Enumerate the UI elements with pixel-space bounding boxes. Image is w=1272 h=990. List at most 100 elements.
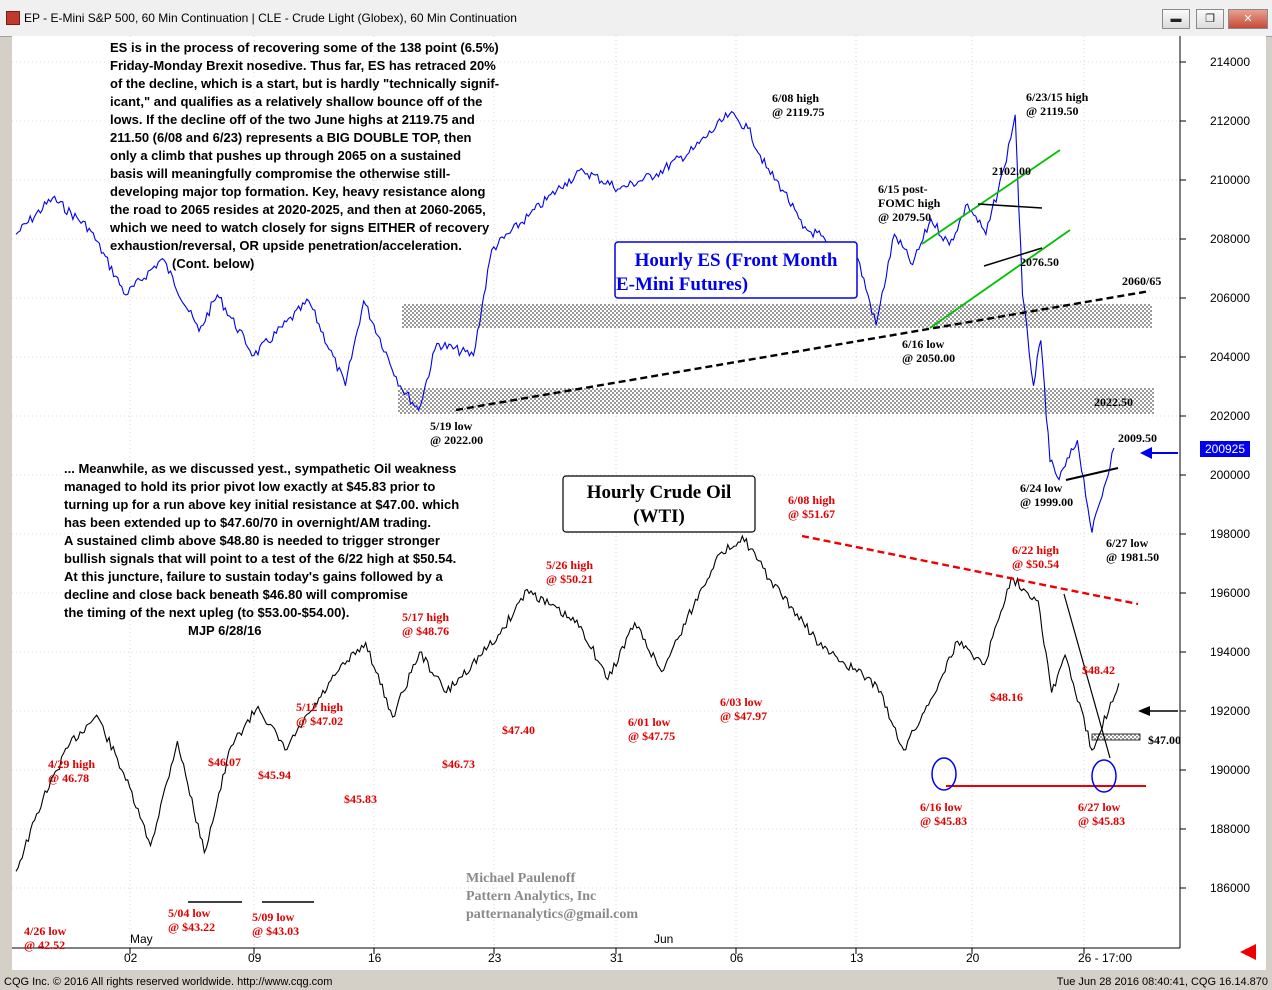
restore-button[interactable]: ❐ bbox=[1196, 9, 1224, 29]
oil-annotation-label: @ $47.02 bbox=[296, 714, 343, 728]
oil-annotation-label: @ 46.78 bbox=[48, 771, 89, 785]
window-titlebar: EP - E-Mini S&P 500, 60 Min Continuation… bbox=[0, 0, 1272, 37]
oil-annotation-label: $45.83 bbox=[344, 792, 377, 806]
es-commentary: ES is in the process of recovering some … bbox=[109, 40, 499, 271]
signature-line: patternanalytics@gmail.com bbox=[466, 907, 638, 922]
es-annotation-label: 2022.50 bbox=[1094, 395, 1133, 409]
price-tick-label: 190000 bbox=[1210, 763, 1250, 777]
oil-annotation-label: 6/08 high bbox=[788, 493, 835, 507]
time-tick-label: 20 bbox=[966, 951, 980, 965]
price-tick-label: 206000 bbox=[1210, 291, 1250, 305]
oil-annotation-label: $47.00 bbox=[1148, 733, 1181, 747]
resistance-zone-2060-2065 bbox=[402, 304, 1152, 328]
signature-line: Pattern Analytics, Inc bbox=[466, 889, 596, 904]
price-tick-label: 202000 bbox=[1210, 409, 1250, 423]
crude-oil-price-line bbox=[15, 534, 1120, 872]
es-annotation-label: 6/15 post- bbox=[878, 182, 928, 196]
es-annotation-label: @ 2022.00 bbox=[430, 433, 483, 447]
price-tick-label: 208000 bbox=[1210, 232, 1250, 246]
status-bar: CQG Inc. © 2016 All rights reserved worl… bbox=[0, 974, 1272, 990]
price-tick-label: 214000 bbox=[1210, 55, 1250, 69]
oil-commentary-line: managed to hold its prior pivot low exac… bbox=[64, 479, 435, 494]
price-tick-label: 188000 bbox=[1210, 822, 1250, 836]
oil-annotation-label: 5/26 high bbox=[546, 558, 593, 572]
oil-annotation-label: @ 42.52 bbox=[24, 938, 65, 952]
es-annotation-label: FOMC high bbox=[878, 196, 941, 210]
oil-annotation-label: @ $43.22 bbox=[168, 920, 215, 934]
time-tick-label: 13 bbox=[850, 951, 864, 965]
es-annotation-label: 6/23/15 high bbox=[1026, 90, 1089, 104]
price-tick-label: 194000 bbox=[1210, 645, 1250, 659]
chart-canvas[interactable]: 186000 188000 190000 192000 194000 196000 1980… bbox=[12, 36, 1266, 970]
es-commentary-line: Friday-Monday Brexit nosedive. Thus far,… bbox=[110, 58, 496, 73]
oil-annotation-label: 4/26 low bbox=[24, 924, 67, 938]
oil-annotation-label: 6/01 low bbox=[628, 715, 671, 729]
es-annotation-label: 6/27 low bbox=[1106, 536, 1149, 550]
oil-annotation-label: 6/27 low bbox=[1078, 800, 1121, 814]
time-tick-label: 16 bbox=[368, 951, 382, 965]
oil-commentary: ... Meanwhile, as we discussed yest., sy… bbox=[64, 461, 459, 638]
es-annotation-label: @ 1981.50 bbox=[1106, 550, 1159, 564]
oil-annotation-label: 5/04 low bbox=[168, 906, 211, 920]
oil-commentary-line: ... Meanwhile, as we discussed yest., sy… bbox=[64, 461, 456, 476]
price-tick-label: 200000 bbox=[1210, 468, 1250, 482]
es-annotation-label: @ 2119.75 bbox=[772, 105, 825, 119]
price-tick-label: 210000 bbox=[1210, 173, 1250, 187]
es-2102-line bbox=[977, 203, 1043, 209]
oil-commentary-line: the timing of the next upleg (to $53.00-… bbox=[64, 605, 349, 620]
time-axis: 02 09 16 23 31 06 13 20 26 - 17:00 May Jun bbox=[12, 932, 1180, 965]
es-commentary-line: only a climb that pushes up through 2065… bbox=[110, 148, 461, 163]
es-annotation-label: @ 2050.00 bbox=[902, 351, 955, 365]
oil-annotation-label: 6/03 low bbox=[720, 695, 763, 709]
minimize-button[interactable]: ▬ bbox=[1162, 9, 1190, 29]
price-axis: 186000 188000 190000 192000 194000 196000 1980… bbox=[1179, 36, 1250, 948]
time-tick-label: 23 bbox=[488, 951, 502, 965]
price-tick-label: 192000 bbox=[1210, 704, 1250, 718]
es-annotation-label: 2076.50 bbox=[1020, 255, 1059, 269]
oil-red-dashed-resistance bbox=[801, 534, 1139, 606]
es-commentary-line: of the decline, which is a start, but is… bbox=[110, 76, 499, 91]
es-commentary-line: icant," and qualifies as a relatively sh… bbox=[110, 94, 482, 109]
price-tick-label: 196000 bbox=[1210, 586, 1250, 600]
oil-annotation-label: $47.40 bbox=[502, 723, 535, 737]
es-annotation-label: 6/24 low bbox=[1020, 481, 1063, 495]
es-green-channel-upper bbox=[921, 149, 1061, 245]
resistance-zone-2020-2025 bbox=[398, 388, 1154, 414]
oil-annotation-label: $46.73 bbox=[442, 757, 475, 771]
price-tick-label: 186000 bbox=[1210, 881, 1250, 895]
oil-627-low-circle bbox=[1091, 759, 1117, 793]
es-commentary-line: 211.50 (6/08 and 6/23) represents a BIG … bbox=[110, 130, 472, 145]
es-commentary-line: lows. If the decline off of the two June… bbox=[110, 112, 475, 127]
month-label: Jun bbox=[654, 932, 673, 946]
es-annotation-label: 6/08 high bbox=[772, 91, 819, 105]
price-tick-label: 212000 bbox=[1210, 114, 1250, 128]
oil-black-down-trendline bbox=[1063, 593, 1111, 759]
oil-commentary-line: bullish signals that will point to a tes… bbox=[64, 551, 456, 566]
window-title: EP - E-Mini S&P 500, 60 Min Continuation… bbox=[24, 11, 517, 25]
es-annotation-label: 2102.00 bbox=[992, 164, 1031, 178]
oil-annotation-label: 5/09 low bbox=[252, 910, 295, 924]
es-annotation-label: 2060/65 bbox=[1122, 274, 1161, 288]
oil-annotation-label: @ $47.75 bbox=[628, 729, 675, 743]
es-annotation-label: 5/19 low bbox=[430, 419, 473, 433]
es-annotation-label: @ 1999.00 bbox=[1020, 495, 1073, 509]
oil-annotation-label: @ $47.97 bbox=[720, 709, 767, 723]
oil-annotation-label: @ $48.76 bbox=[402, 624, 449, 638]
oil-commentary-line: A sustained climb above $48.80 is needed… bbox=[64, 533, 440, 548]
oil-commentary-line: MJP 6/28/16 bbox=[188, 623, 261, 638]
last-price-box bbox=[1200, 441, 1250, 457]
es-title-line1: Hourly ES (Front Month bbox=[635, 250, 838, 271]
oil-annotations: 4/29 high@ 46.784/26 low@ 42.525/04 low@… bbox=[24, 493, 1181, 952]
time-tick-label: 02 bbox=[124, 951, 138, 965]
scroll-left-arrow-icon[interactable] bbox=[1240, 944, 1256, 960]
oil-616-low-circle bbox=[931, 757, 957, 791]
trendlines bbox=[188, 149, 1178, 903]
signature: Michael Paulenoff Pattern Analytics, Inc p… bbox=[466, 871, 638, 922]
month-label: May bbox=[130, 932, 153, 946]
price-tick-label: 204000 bbox=[1210, 350, 1250, 364]
es-annotation-label: @ 2119.50 bbox=[1026, 104, 1079, 118]
oil-annotation-label: @ $45.83 bbox=[1078, 814, 1125, 828]
close-button[interactable]: ✕ bbox=[1228, 9, 1268, 29]
oil-annotation-label: 4/29 high bbox=[48, 757, 95, 771]
es-price-line bbox=[15, 110, 1115, 533]
